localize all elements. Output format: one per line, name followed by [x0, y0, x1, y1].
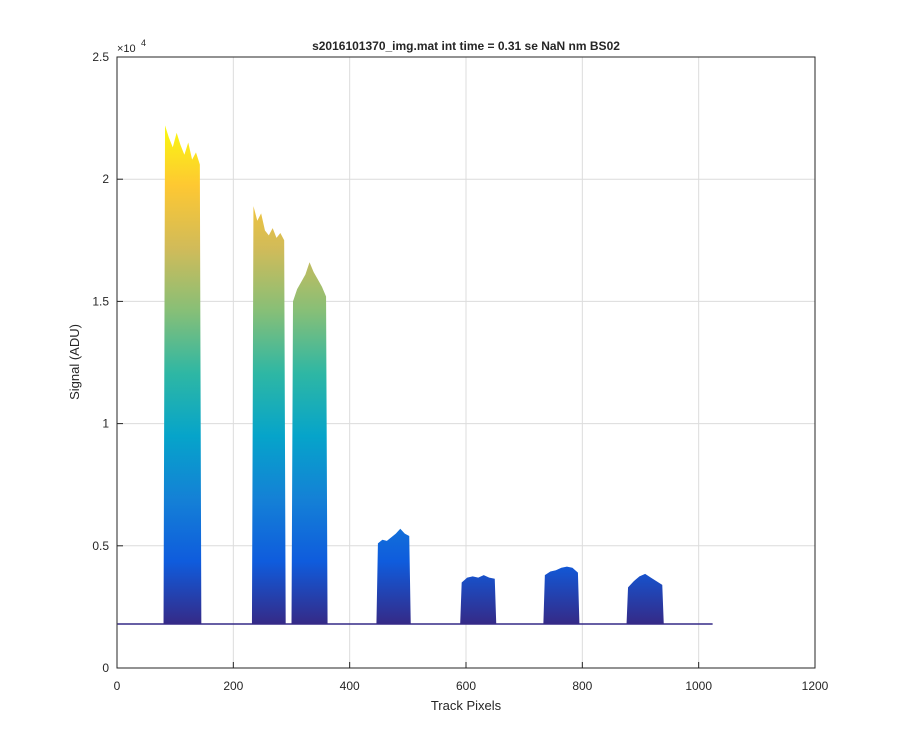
y-exponent-power: 4 — [141, 38, 146, 48]
x-tick-label: 200 — [223, 679, 243, 693]
chart-title: s2016101370_img.mat int time = 0.31 se N… — [312, 39, 620, 53]
x-tick-label: 1000 — [685, 679, 712, 693]
ticks: 0 200 400 600 800 1000 1200 0 0.5 1 1.5 2 2.5 — [92, 50, 828, 693]
band-5 — [460, 575, 497, 625]
data-layer — [117, 125, 713, 625]
y-tick-label: 1 — [102, 417, 109, 431]
band-3 — [291, 262, 328, 625]
x-axis-label: Track Pixels — [431, 698, 502, 713]
band-6 — [543, 566, 580, 625]
y-tick-label: 2.5 — [92, 50, 109, 64]
band-4 — [376, 528, 411, 625]
y-tick-label: 2 — [102, 172, 109, 186]
x-tick-label: 1200 — [802, 679, 829, 693]
x-tick-label: 800 — [572, 679, 592, 693]
band-2 — [251, 206, 286, 625]
y-exponent-base: ×10 — [117, 43, 136, 55]
band-1 — [163, 125, 202, 625]
y-tick-label: 1.5 — [92, 294, 109, 308]
x-tick-label: 600 — [456, 679, 476, 693]
y-tick-label: 0.5 — [92, 539, 109, 553]
y-exponent: ×10 4 — [117, 38, 146, 55]
band-7 — [626, 573, 664, 625]
y-axis-label: Signal (ADU) — [67, 324, 82, 400]
x-tick-label: 400 — [340, 679, 360, 693]
y-tick-label: 0 — [102, 661, 109, 675]
x-tick-label: 0 — [114, 679, 121, 693]
grid — [117, 57, 815, 668]
